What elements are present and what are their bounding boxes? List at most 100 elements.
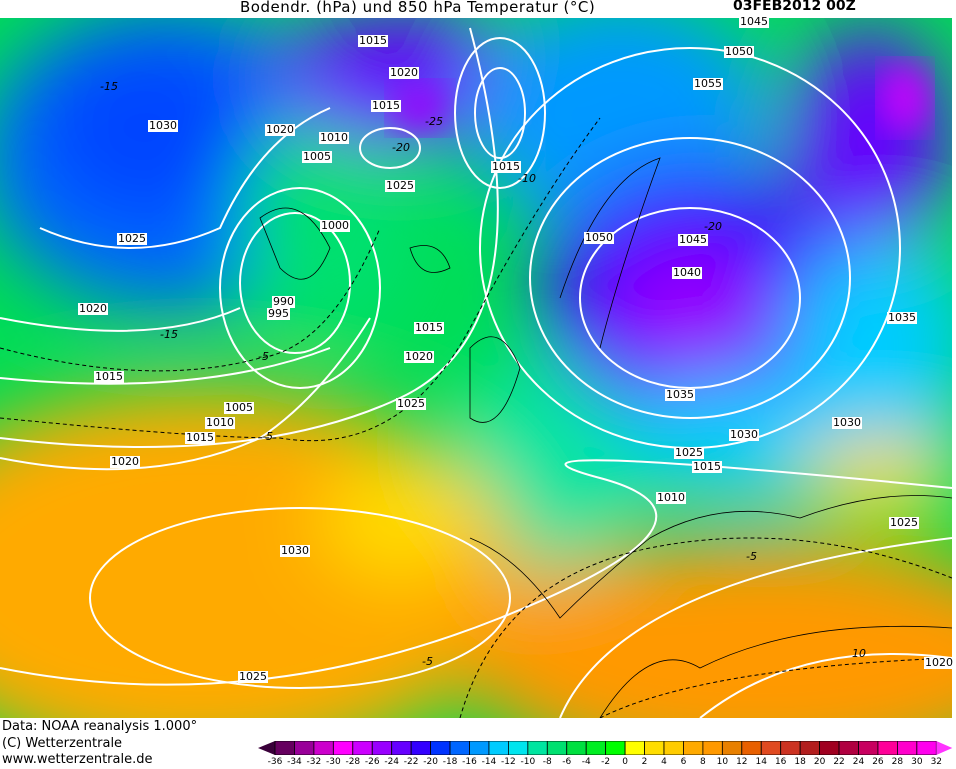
colorbar-tick-label: 20 — [813, 757, 826, 767]
colorbar-bin — [332, 741, 354, 755]
colorbar-ticks: -36 -34 -32 -30 -28 -26 -24 -22 -20 -18 -16 -14 -12-… — [0, 757, 956, 769]
isotherm-label: -5 — [262, 430, 273, 443]
colorbar-tick-label: 18 — [794, 757, 806, 767]
colorbar-tick-label: -22 — [403, 757, 419, 767]
isobar-label: 1025 — [117, 232, 147, 245]
colorbar-bin — [469, 741, 490, 755]
colorbar-tick-label: 12 — [736, 757, 748, 767]
map-title: Bodendr. (hPa) und 850 hPa Temperatur (°… — [240, 0, 596, 16]
colorbar-bin — [644, 741, 665, 755]
colorbar-bin — [683, 741, 704, 755]
colorbar-bin — [780, 741, 801, 755]
colorbar-bin — [449, 741, 470, 755]
isotherm-label: 10 — [852, 647, 866, 660]
colorbar-tick-label: -8 — [542, 757, 552, 767]
isobar-label: 1050 — [724, 45, 754, 58]
isobar-label: 1015 — [94, 370, 124, 383]
colorbar-bin — [605, 741, 626, 755]
isobar-label: 1015 — [491, 160, 521, 173]
isobar-label: 1050 — [584, 231, 614, 244]
isotherm-label: -5 — [422, 655, 433, 668]
data-source: Data: NOAA reanalysis 1.000° — [2, 719, 198, 734]
colorbar-tick-label: -28 — [345, 757, 361, 767]
colorbar-above-arrow — [936, 741, 953, 755]
isobar-label: 1015 — [371, 99, 401, 112]
isobar-label: 1035 — [665, 388, 695, 401]
colorbar-bin — [741, 741, 762, 755]
colorbar — [258, 741, 953, 755]
isobar-label: 1035 — [887, 311, 917, 324]
isobar-label: 1010 — [205, 416, 235, 429]
isobar-label: 1025 — [889, 516, 919, 529]
isobar-label: 1020 — [389, 66, 419, 79]
colorbar-tick-label: -24 — [384, 757, 400, 767]
colorbar-tick-label: -30 — [325, 757, 341, 767]
colorbar-below-arrow — [258, 741, 275, 755]
colorbar-bin — [663, 741, 684, 755]
colorbar-tick-label: -6 — [562, 757, 572, 767]
map-date: 03FEB2012 00Z — [733, 0, 856, 14]
colorbar-tick-label: 6 — [680, 757, 687, 767]
colorbar-tick-label: -16 — [462, 757, 477, 767]
colorbar-tick-label: 2 — [641, 757, 648, 767]
coastlines — [259, 157, 952, 718]
isobar-label: 1015 — [692, 460, 722, 473]
colorbar-tick-label: -14 — [481, 757, 497, 767]
isobar-label: 1025 — [396, 397, 426, 410]
colorbar-tick-label: 8 — [700, 757, 706, 767]
isobar-label: 1030 — [280, 544, 310, 557]
colorbar-tick-label: 24 — [852, 757, 865, 767]
copyright: (C) Wetterzentrale — [2, 736, 123, 751]
isotherm-label: -20 — [392, 141, 410, 154]
colorbar-bin — [858, 741, 879, 755]
isobar-label: 1040 — [672, 266, 702, 279]
isobar-label: 1055 — [693, 77, 723, 90]
colorbar-tick-label: 32 — [930, 757, 943, 767]
colorbar-tick-label: 28 — [891, 757, 904, 767]
colorbar-bin — [430, 741, 451, 755]
colorbar-tick-label: 26 — [872, 757, 884, 767]
isobar-label: 1015 — [185, 431, 215, 444]
isotherms — [0, 117, 952, 718]
isobar-label: 1030 — [148, 119, 178, 132]
isobar-label: 1030 — [832, 416, 862, 429]
colorbar-bin — [371, 741, 393, 755]
isobar-label: 1020 — [110, 455, 140, 468]
colorbar-tick-label: -20 — [423, 757, 438, 767]
colorbar-tick-label: -34 — [287, 757, 302, 767]
isobar-label: 990 — [272, 295, 295, 308]
colorbar-tick-label: 16 — [774, 757, 787, 767]
colorbar-bin — [294, 741, 315, 755]
colorbar-tick-label: 30 — [911, 757, 923, 767]
isotherm-label: -5 — [746, 550, 757, 563]
colorbar-bin — [585, 741, 607, 755]
colorbar-tick-label: 22 — [833, 757, 845, 767]
isobar-label: 1005 — [302, 150, 332, 163]
website-link[interactable]: www.wetterzentrale.de — [2, 752, 153, 767]
isotherm-label: -10 — [518, 172, 536, 185]
isotherm-label: -15 — [100, 80, 118, 93]
temperature-field — [0, 18, 952, 718]
colorbar-bin — [702, 741, 723, 755]
isobar-label: 1045 — [739, 15, 769, 28]
colorbar-tick-label: 10 — [716, 757, 729, 767]
isobar-label: 1030 — [729, 428, 759, 441]
isobar-label: 1020 — [78, 302, 108, 315]
colorbar-bin — [877, 741, 898, 755]
colorbar-bin — [624, 741, 645, 755]
isobar-label: 1005 — [224, 401, 254, 414]
isobar-label: 1020 — [265, 123, 295, 136]
isobar-label: 1020 — [924, 656, 954, 669]
colorbar-bin — [507, 741, 529, 755]
colorbar-tick-label: -2 — [601, 757, 611, 767]
isobar-label: 1010 — [319, 131, 349, 144]
colorbar-tick-label: -18 — [442, 757, 458, 767]
colorbar-bin — [313, 741, 334, 755]
colorbar-bin — [760, 741, 782, 755]
colorbar-tick-label: -4 — [581, 757, 591, 767]
isobar-label: 995 — [267, 307, 290, 320]
isotherm-label: -15 — [160, 328, 178, 341]
colorbar-bin — [274, 741, 295, 755]
colorbar-bin — [488, 741, 509, 755]
colorbar-bin — [527, 741, 548, 755]
